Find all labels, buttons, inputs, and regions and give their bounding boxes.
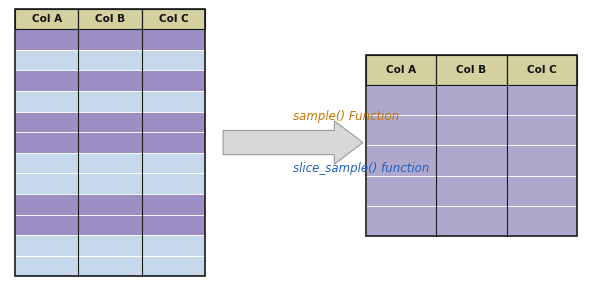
Bar xyxy=(507,206,577,236)
Bar xyxy=(15,173,79,194)
Bar xyxy=(142,132,205,153)
Bar xyxy=(15,9,79,29)
Text: Col B: Col B xyxy=(95,14,125,24)
Polygon shape xyxy=(223,121,363,164)
Bar xyxy=(15,215,79,235)
Bar xyxy=(366,115,436,145)
Text: Col C: Col C xyxy=(159,14,189,24)
Bar xyxy=(15,256,79,276)
Text: Col C: Col C xyxy=(527,65,557,75)
Bar xyxy=(15,71,79,91)
Bar xyxy=(79,173,142,194)
Text: Col A: Col A xyxy=(386,65,416,75)
Text: slice_sample() function: slice_sample() function xyxy=(293,162,429,175)
Bar xyxy=(15,50,79,71)
Bar xyxy=(507,55,577,85)
Bar xyxy=(142,50,205,71)
Bar xyxy=(436,85,507,115)
Bar xyxy=(79,132,142,153)
Bar xyxy=(436,176,507,206)
Bar xyxy=(15,235,79,256)
Bar xyxy=(15,132,79,153)
Bar xyxy=(507,145,577,176)
Bar xyxy=(436,115,507,145)
Bar xyxy=(79,29,142,50)
Bar xyxy=(436,55,507,85)
Bar xyxy=(79,112,142,132)
Bar xyxy=(79,9,142,29)
Bar xyxy=(366,85,436,115)
Text: Col B: Col B xyxy=(456,65,487,75)
Bar xyxy=(142,112,205,132)
Bar xyxy=(15,112,79,132)
Bar xyxy=(366,145,436,176)
Bar xyxy=(15,91,79,112)
Bar xyxy=(142,194,205,215)
Bar xyxy=(142,235,205,256)
Bar xyxy=(507,85,577,115)
Bar xyxy=(366,176,436,206)
Bar xyxy=(507,176,577,206)
Bar xyxy=(366,206,436,236)
Bar xyxy=(142,91,205,112)
Bar xyxy=(142,256,205,276)
Bar xyxy=(507,115,577,145)
Bar xyxy=(79,215,142,235)
Text: sample() Function: sample() Function xyxy=(293,110,399,123)
Bar xyxy=(15,9,205,276)
Bar xyxy=(79,194,142,215)
Bar xyxy=(142,215,205,235)
Bar xyxy=(79,153,142,173)
Bar xyxy=(79,256,142,276)
Bar xyxy=(15,29,79,50)
Bar xyxy=(79,235,142,256)
Bar xyxy=(366,55,436,85)
Text: Col A: Col A xyxy=(32,14,62,24)
Bar xyxy=(366,55,577,236)
Bar xyxy=(79,91,142,112)
Bar xyxy=(142,153,205,173)
Bar xyxy=(15,153,79,173)
Bar xyxy=(142,173,205,194)
Bar xyxy=(79,71,142,91)
Bar xyxy=(142,29,205,50)
Bar xyxy=(15,194,79,215)
Bar xyxy=(79,50,142,71)
Bar xyxy=(436,145,507,176)
Bar xyxy=(142,9,205,29)
Bar xyxy=(436,206,507,236)
Bar xyxy=(142,71,205,91)
